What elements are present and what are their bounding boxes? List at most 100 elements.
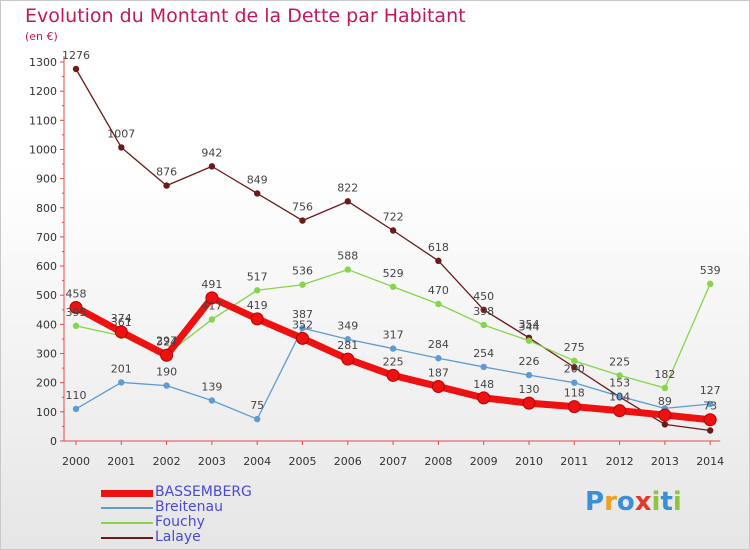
data-point-fouchy [208, 316, 216, 323]
data-point-breitenau [72, 405, 80, 413]
data-label-bassemberg: 73 [703, 400, 717, 413]
x-tick-label: 2006 [334, 455, 362, 468]
data-point-fouchy [435, 300, 442, 308]
data-point-breitenau [254, 415, 261, 423]
data-point-fouchy [707, 280, 714, 288]
legend-label: BASSEMBERG [155, 484, 252, 500]
data-point-lalaye [344, 198, 351, 205]
data-point-fouchy [72, 322, 80, 330]
data-point-bassemberg [250, 312, 264, 326]
legend-swatch [101, 537, 153, 539]
data-label-lalaye: 618 [428, 241, 449, 254]
x-tick-label: 2003 [198, 455, 226, 468]
data-label-bassemberg: 324 [156, 335, 177, 348]
legend-swatch [101, 490, 153, 497]
y-tick-label: 800 [36, 202, 57, 215]
data-point-breitenau [299, 324, 306, 332]
data-point-lalaye [480, 306, 487, 314]
data-label-lalaye: 354 [519, 318, 540, 331]
y-tick-label: 1000 [29, 143, 57, 156]
data-point-breitenau [435, 355, 442, 362]
data-label-fouchy: 470 [428, 284, 449, 297]
x-tick-label: 2014 [696, 455, 724, 468]
data-label-bassemberg: 187 [428, 366, 449, 379]
data-label-lalaye: 876 [156, 166, 177, 179]
data-point-lalaye [299, 217, 306, 224]
data-point-bassemberg [160, 348, 174, 362]
data-label-bassemberg: 458 [66, 287, 87, 300]
y-tick-label: 400 [36, 318, 57, 331]
data-point-bassemberg [341, 352, 355, 366]
data-point-fouchy [299, 281, 306, 288]
x-tick-label: 2007 [379, 455, 407, 468]
data-label-bassemberg: 419 [247, 299, 268, 312]
logo-letter: t [660, 487, 673, 517]
x-tick-label: 2004 [243, 455, 271, 468]
data-label-bassemberg: 104 [609, 391, 630, 404]
y-tick-label: 900 [36, 173, 57, 186]
logo-letter: r [604, 487, 617, 517]
proxiti-logo: Proxiti [585, 487, 682, 517]
data-label-fouchy: 225 [609, 355, 630, 368]
data-point-breitenau [118, 379, 125, 386]
x-tick-label: 2005 [289, 455, 317, 468]
data-label-fouchy: 417 [201, 299, 222, 312]
data-label-lalaye: 822 [337, 181, 358, 194]
x-tick-label: 2013 [651, 455, 679, 468]
x-tick-label: 2010 [515, 455, 543, 468]
data-point-breitenau [208, 397, 216, 404]
data-point-fouchy [254, 287, 261, 294]
logo-letter: i [672, 487, 682, 517]
data-label-bassemberg: 281 [337, 339, 358, 352]
data-point-lalaye [435, 257, 442, 265]
data-point-fouchy [389, 283, 397, 290]
data-label-fouchy: 517 [247, 270, 268, 283]
data-label-bassemberg: 225 [383, 355, 404, 368]
data-label-fouchy: 539 [700, 264, 721, 277]
data-label-breitenau: 201 [111, 362, 132, 375]
legend-swatch [101, 522, 153, 524]
data-label-lalaye: 1276 [62, 49, 90, 62]
logo-letter: x [634, 487, 652, 517]
data-point-breitenau [163, 382, 170, 389]
y-tick-label: 1200 [29, 85, 57, 98]
data-point-bassemberg [114, 325, 128, 339]
data-point-bassemberg [69, 300, 83, 314]
data-point-bassemberg [296, 331, 309, 345]
data-label-fouchy: 536 [292, 265, 313, 278]
data-label-bassemberg: 148 [473, 378, 494, 391]
y-tick-label: 1100 [29, 114, 57, 127]
data-point-fouchy [571, 357, 578, 365]
data-point-lalaye [661, 421, 669, 428]
logo-letter: o [616, 487, 635, 517]
data-point-fouchy [344, 266, 351, 273]
data-label-fouchy: 344 [519, 321, 540, 334]
data-label-bassemberg: 130 [519, 383, 540, 396]
x-tick-label: 2009 [470, 455, 498, 468]
x-tick-label: 2002 [153, 455, 181, 468]
data-point-lalaye [254, 190, 261, 197]
data-label-lalaye: 756 [292, 201, 313, 214]
data-point-bassemberg [431, 379, 445, 393]
data-point-lalaye [208, 163, 216, 170]
data-point-breitenau [480, 363, 487, 371]
data-point-breitenau [616, 393, 623, 400]
data-label-lalaye: 849 [247, 173, 268, 186]
data-point-lalaye [571, 364, 578, 371]
data-label-lalaye: 1007 [107, 127, 135, 140]
data-point-lalaye [389, 227, 397, 234]
data-point-breitenau [571, 379, 578, 386]
legend-label: Breitenau [155, 499, 223, 515]
data-point-bassemberg [567, 400, 581, 414]
chart-title: Evolution du Montant de la Dette par Hab… [25, 5, 466, 27]
data-label-breitenau: 127 [700, 384, 721, 397]
data-point-bassemberg [205, 291, 219, 305]
data-label-bassemberg: 374 [111, 312, 132, 325]
data-point-bassemberg [703, 413, 717, 427]
y-tick-label: 200 [36, 377, 57, 390]
legend-label: Fouchy [155, 514, 205, 530]
data-point-breitenau [344, 336, 351, 343]
y-tick-label: 0 [50, 435, 57, 448]
